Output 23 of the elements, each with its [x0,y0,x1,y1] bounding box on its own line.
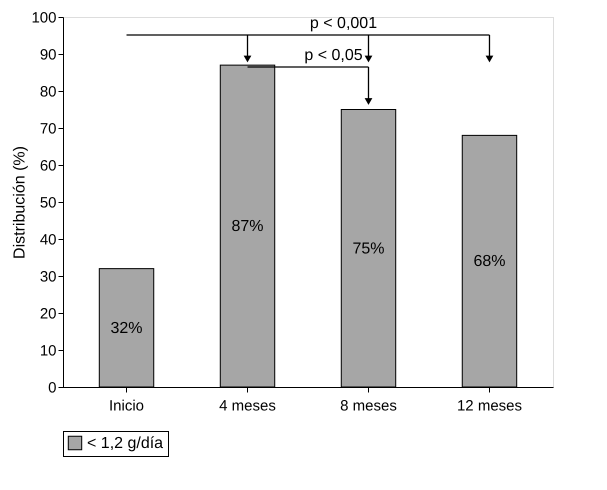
y-tick-label: 20 [40,306,56,322]
y-tick-label: 0 [48,380,56,396]
data-label: 68% [473,253,506,270]
y-tick-label: 90 [40,46,56,64]
y-tick-label: 10 [40,342,56,360]
x-tick-label: Inicio [109,398,144,414]
y-tick-label: 60 [40,158,56,174]
y-tick-label: 30 [40,268,56,286]
annotation: p < 0,05 [304,47,363,64]
data-label: 87% [231,218,264,236]
data-label: 75% [352,240,385,258]
x-tick-label: 8 meses [340,398,397,414]
legend-label: < 1,2 g/día [87,435,164,452]
x-tick-label: 12 meses [456,398,522,414]
y-tick-label: 70 [40,120,56,138]
y-axis-title: Distribución (%) [11,146,28,259]
y-tick-label: 40 [40,232,56,248]
annotation: p < 0,001 [310,15,378,32]
y-tick-label: 80 [40,84,56,100]
y-tick-label: 100 [31,10,56,26]
data-label: 32% [110,320,143,337]
y-tick-label: 50 [40,194,56,212]
x-tick-label: 4 meses [219,398,276,414]
